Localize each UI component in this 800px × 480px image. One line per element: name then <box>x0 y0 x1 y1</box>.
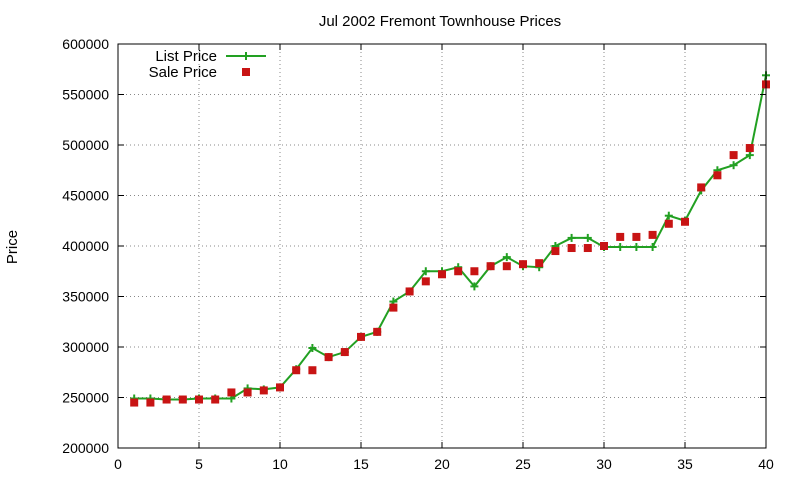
data-point <box>227 388 236 397</box>
data-point <box>519 260 527 269</box>
x-tick-label: 0 <box>114 456 122 472</box>
data-point <box>243 388 252 397</box>
y-axis-title: Price <box>4 230 21 264</box>
y-tick-label: 200000 <box>62 440 109 456</box>
y-tick-label: 500000 <box>62 137 109 153</box>
data-point <box>389 303 398 312</box>
chart-title: Jul 2002 Fremont Townhouse Prices <box>319 13 561 30</box>
legend-label: List Price <box>155 48 217 65</box>
y-tick-label: 300000 <box>62 339 109 355</box>
axis-ticks: 0 5 10 15 20 25 30 35 40 200000 250000 300000 350000… <box>62 36 774 472</box>
data-point <box>324 353 333 362</box>
y-tick-label: 250000 <box>62 390 109 406</box>
data-point <box>697 183 706 192</box>
data-point <box>648 243 657 252</box>
data-point <box>713 171 722 180</box>
data-point <box>664 219 673 228</box>
x-tick-label: 40 <box>758 456 774 472</box>
y-tick-label: 550000 <box>62 87 109 103</box>
gridlines <box>118 44 766 448</box>
data-point <box>340 348 349 357</box>
x-tick-label: 5 <box>195 456 203 472</box>
data-point <box>438 270 446 279</box>
data-point <box>259 386 268 395</box>
data-point <box>195 395 203 404</box>
data-point <box>551 247 560 256</box>
data-point <box>567 233 576 242</box>
data-point <box>276 383 284 392</box>
legend-marker <box>242 68 250 76</box>
data-point <box>648 230 657 239</box>
data-point <box>583 233 592 242</box>
data-point <box>567 244 576 253</box>
x-tick-label: 15 <box>353 456 369 472</box>
data-point <box>470 267 479 276</box>
data-point <box>632 232 641 241</box>
data-point <box>745 151 754 160</box>
data-point <box>130 398 139 407</box>
data-point <box>470 282 479 291</box>
data-point <box>616 232 625 241</box>
data-point <box>486 262 495 271</box>
plot-series <box>130 71 770 407</box>
legend-marker <box>242 52 250 60</box>
data-point <box>211 395 220 404</box>
data-point <box>421 277 430 286</box>
data-point <box>664 211 673 220</box>
data-point <box>681 217 689 226</box>
y-tick-label: 450000 <box>62 188 109 204</box>
y-tick-label: 400000 <box>62 238 109 254</box>
data-point <box>421 267 430 276</box>
data-point <box>502 262 511 271</box>
data-point <box>308 344 317 353</box>
data-point <box>632 243 641 252</box>
data-point <box>729 161 738 170</box>
x-tick-label: 35 <box>677 456 693 472</box>
legend-label: Sale Price <box>149 64 217 81</box>
x-tick-label: 30 <box>596 456 612 472</box>
data-point <box>162 395 171 404</box>
x-tick-label: 25 <box>515 456 531 472</box>
data-point <box>308 366 317 375</box>
data-point <box>146 398 155 407</box>
data-point <box>454 267 463 276</box>
data-point <box>502 253 511 262</box>
data-point <box>178 395 187 404</box>
data-point <box>535 259 544 268</box>
data-point <box>373 327 382 336</box>
data-point <box>729 151 738 160</box>
x-tick-label: 10 <box>272 456 288 472</box>
y-tick-label: 600000 <box>62 36 109 52</box>
legend-item: Sale Price <box>149 64 250 81</box>
x-tick-label: 20 <box>434 456 450 472</box>
legend-item: List Price <box>155 48 266 65</box>
series-list-price <box>130 71 770 404</box>
data-point <box>616 243 625 252</box>
data-point <box>600 242 608 250</box>
series-sale-price <box>130 80 770 407</box>
data-point <box>745 144 754 153</box>
series-line <box>134 75 767 401</box>
y-tick-label: 350000 <box>62 289 109 305</box>
data-point <box>405 287 414 296</box>
data-point <box>583 244 592 253</box>
data-point <box>292 366 301 375</box>
data-point <box>357 332 365 341</box>
